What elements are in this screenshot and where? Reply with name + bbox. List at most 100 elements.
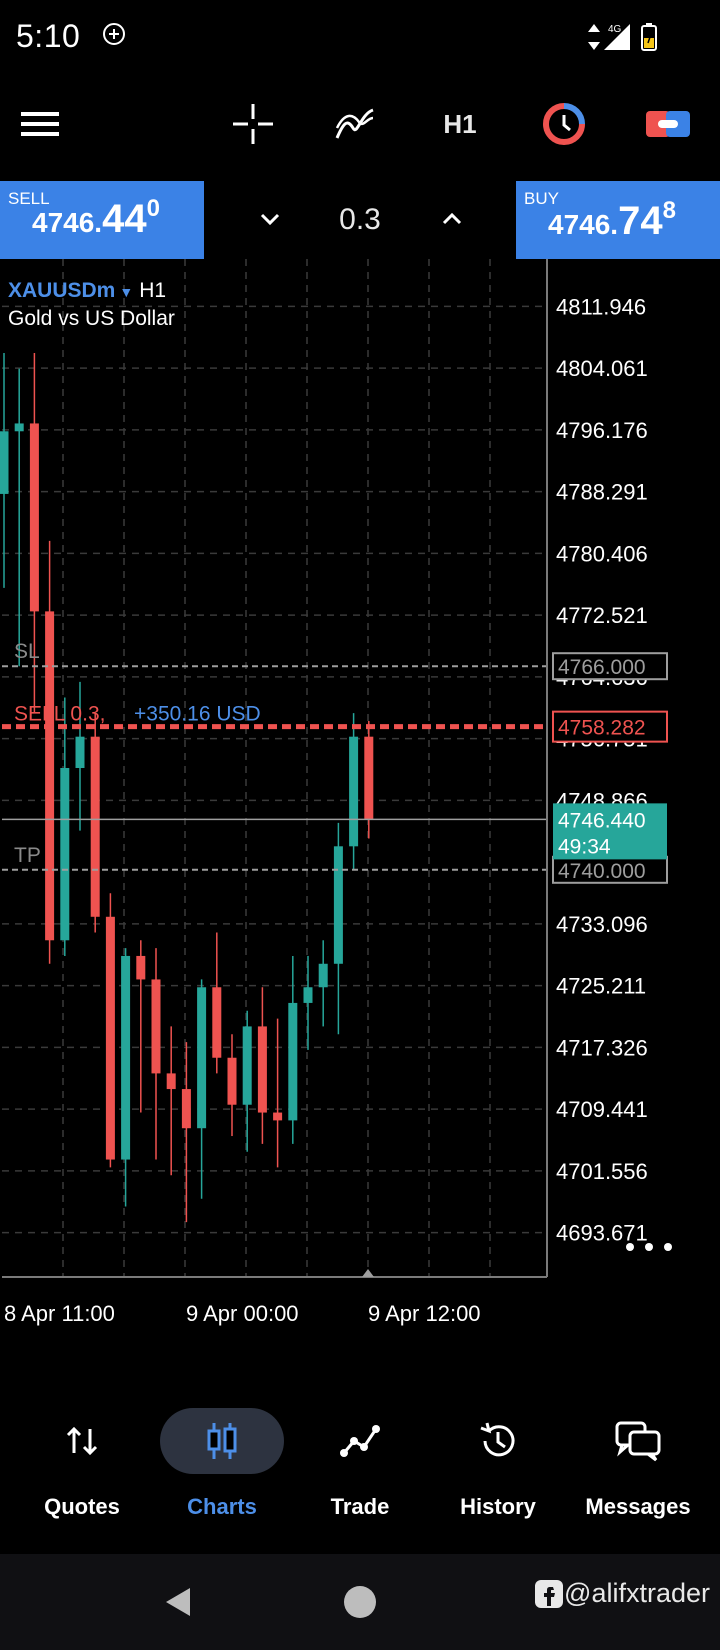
watermark: @alifxtrader	[534, 1578, 710, 1609]
y-tick-label: 4780.406	[556, 541, 648, 566]
order-profit: +350.16 USD	[134, 703, 261, 726]
candle-body	[121, 955, 131, 1160]
buy-button[interactable]: BUY 4746.748	[516, 181, 720, 259]
nav-charts[interactable]: Charts	[152, 1410, 292, 1519]
active-tab-indicator	[160, 1408, 284, 1474]
candle-body	[212, 987, 222, 1058]
system-navigation-bar	[0, 1554, 720, 1650]
price-chart[interactable]: 4811.946 4804.061 4796.176 4788.291 4780.406…	[0, 259, 720, 1380]
symbol-description: Gold vs US Dollar	[8, 307, 175, 330]
home-icon[interactable]	[342, 1584, 378, 1620]
network-label: 4G	[608, 24, 622, 35]
facebook-icon	[535, 1579, 564, 1608]
candle-body	[257, 1026, 267, 1113]
candle-body	[105, 916, 115, 1160]
volume-selector: 0.3	[204, 181, 516, 259]
y-tick-label: 4717.326	[556, 1035, 648, 1060]
nav-trade[interactable]: Trade	[290, 1410, 430, 1519]
take-profit-label: TP	[14, 844, 41, 867]
candle-body	[14, 423, 24, 432]
signal-icon	[604, 24, 630, 50]
scroll-marker	[362, 1269, 374, 1277]
y-tick-label: 4693.671	[556, 1221, 648, 1246]
bar-timer-label: 49:34	[558, 835, 611, 858]
level-price-box	[552, 855, 668, 884]
candle-body	[0, 431, 9, 494]
candle-body	[60, 768, 70, 941]
nav-label-messages: Messages	[585, 1494, 691, 1519]
y-tick-label: 4709.441	[556, 1097, 648, 1122]
y-tick-label: 4701.556	[556, 1159, 648, 1184]
status-icons: 4G	[588, 23, 657, 51]
timeframe-button[interactable]: H1	[430, 84, 490, 164]
sell-label: SELL	[8, 189, 50, 208]
more-options-icon	[626, 1243, 634, 1251]
caret-down-icon[interactable]: ▼	[119, 284, 134, 300]
status-time: 5:10	[16, 18, 81, 54]
trade-toggle-button[interactable]	[644, 84, 692, 164]
stop-loss-label: SL	[14, 640, 40, 663]
level-price-box	[552, 652, 668, 681]
indicators-button[interactable]	[328, 84, 382, 164]
current-price-box	[553, 803, 667, 860]
candle-body	[75, 736, 85, 768]
menu-button[interactable]	[18, 84, 62, 164]
trade-icon	[290, 1418, 430, 1464]
y-tick-label: 4772.521	[556, 603, 648, 628]
order-price-box	[552, 710, 668, 743]
crosshair-button[interactable]	[226, 84, 280, 164]
messages-icon	[568, 1418, 708, 1464]
candle-body	[364, 736, 374, 820]
candle-body	[303, 987, 313, 1003]
chart-toolbar: H1	[0, 84, 720, 164]
back-icon[interactable]	[160, 1584, 196, 1620]
candle-body	[181, 1089, 191, 1129]
y-tick-label: 4788.291	[556, 480, 648, 505]
status-bar: 5:10 4G	[0, 0, 720, 74]
volume-value[interactable]: 0.3	[339, 203, 381, 236]
more-options-icon	[664, 1243, 672, 1251]
nav-label-quotes: Quotes	[44, 1494, 120, 1519]
symbol-name[interactable]: XAUUSDm	[8, 279, 116, 302]
candle-body	[227, 1057, 237, 1105]
x-tick-label: 9 Apr 12:00	[368, 1301, 481, 1326]
candle-body	[349, 736, 359, 847]
buy-price: 4746.748	[548, 197, 676, 243]
charts-icon	[152, 1418, 292, 1464]
y-tick-label: 4811.946	[556, 294, 646, 319]
candle-body	[318, 963, 328, 988]
nav-history[interactable]: History	[428, 1410, 568, 1519]
candle-body	[45, 611, 55, 941]
menu-icon	[21, 112, 59, 136]
trade-toggle-icon	[646, 111, 690, 137]
nav-messages[interactable]: Messages	[568, 1410, 708, 1519]
timeframe-label: H1	[443, 108, 477, 139]
chart-canvas[interactable]: 4811.946 4804.061 4796.176 4788.291 4780.406…	[0, 259, 720, 1380]
y-tick-label: 4725.211	[556, 974, 646, 999]
chevron-up-icon[interactable]	[432, 199, 472, 239]
nav-label-charts: Charts	[187, 1494, 257, 1519]
nav-quotes[interactable]: Quotes	[12, 1410, 152, 1519]
bottom-navigation: Quotes Charts Trade	[0, 1408, 720, 1519]
chevron-down-icon[interactable]	[250, 199, 290, 239]
quotes-icon	[12, 1418, 152, 1464]
candle-body	[166, 1073, 176, 1090]
more-options-icon	[645, 1243, 653, 1251]
symbol-timeframe: H1	[139, 279, 167, 302]
data-arrows-icon	[588, 24, 600, 50]
x-tick-label: 8 Apr 11:00	[4, 1301, 115, 1326]
candle-body	[288, 1002, 298, 1121]
objects-button[interactable]	[538, 84, 590, 164]
symbol-header[interactable]: XAUUSDm ▼ H1	[8, 279, 166, 303]
x-tick-label: 9 Apr 00:00	[186, 1301, 299, 1326]
nav-label-trade: Trade	[330, 1494, 390, 1519]
candle-body	[29, 423, 39, 612]
add-circle-icon	[103, 23, 125, 45]
order-price-label: 4758.282	[558, 717, 646, 740]
sell-button[interactable]: SELL 4746.440	[0, 181, 204, 259]
watermark-text: @alifxtrader	[564, 1578, 710, 1608]
nav-label-history: History	[460, 1494, 536, 1519]
order-label: SELL 0.3,	[14, 703, 105, 726]
candle-body	[197, 987, 207, 1129]
y-tick-label: 4804.061	[556, 356, 648, 381]
